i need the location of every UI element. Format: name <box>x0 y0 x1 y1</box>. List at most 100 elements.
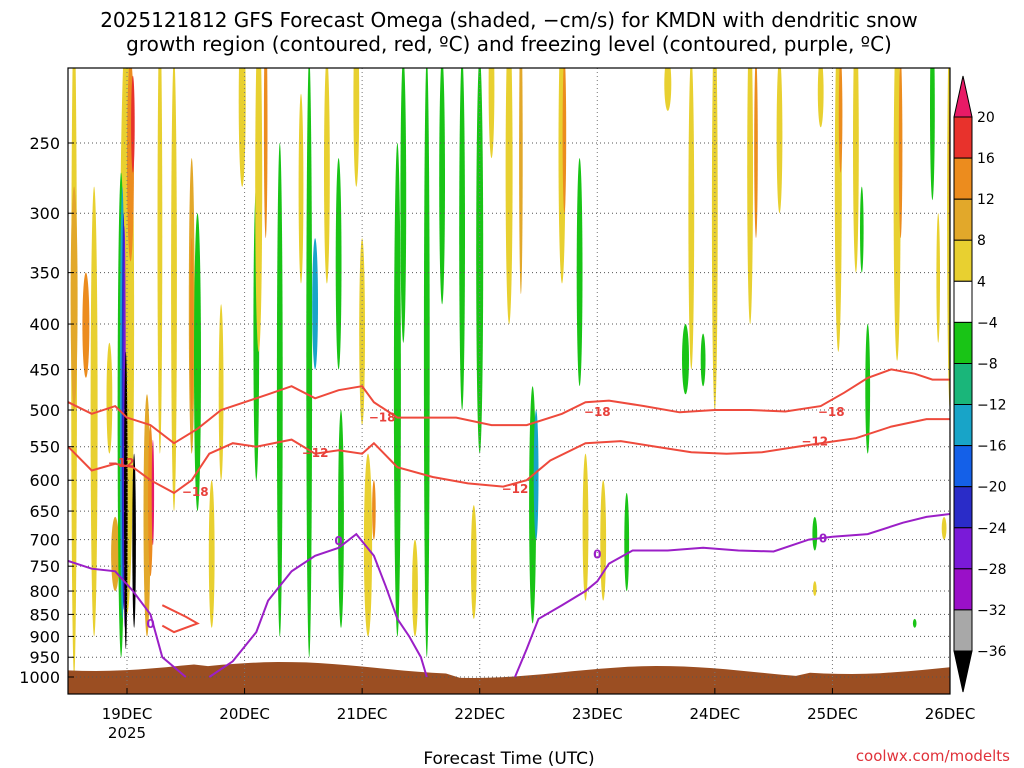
contour-minus18 <box>68 368 950 445</box>
omega-blob <box>936 213 940 343</box>
omega-blob <box>306 68 313 658</box>
omega-blob <box>353 68 360 187</box>
omega-blob <box>70 186 78 410</box>
plot-area: −18 −18 −18 −12 −12 −12 −12 −18 0 0 0 0 <box>68 68 950 694</box>
omega-blob <box>898 68 903 239</box>
colorbar-tick-label: 8 <box>977 233 986 249</box>
omega-blob <box>238 68 246 187</box>
colorbar-tick-label: −12 <box>977 398 1007 414</box>
omega-blob <box>189 238 194 410</box>
omega-blob <box>488 68 495 159</box>
omega-blob <box>312 238 318 370</box>
x-tick-label: 25DEC <box>807 705 858 723</box>
contour-label-purple: 0 <box>593 547 601 561</box>
omega-blob <box>338 410 344 628</box>
colorbar-band <box>953 486 973 529</box>
omega-blob <box>519 68 523 294</box>
colorbar-tick-label: 4 <box>977 274 986 290</box>
omega-blob <box>459 68 465 410</box>
omega-blob <box>533 410 539 540</box>
omega-blob <box>747 68 753 325</box>
chart-title-line2: growth region (contoured, red, ºC) and f… <box>126 32 892 56</box>
omega-blob <box>157 68 163 454</box>
omega-blob <box>930 68 935 201</box>
omega-blob <box>582 453 589 601</box>
contour-minus12-low <box>161 604 200 634</box>
terrain-fill <box>68 662 950 694</box>
chart-title-line1: 2025121812 GFS Forecast Omega (shaded, −… <box>100 8 918 32</box>
colorbar-band <box>953 568 973 611</box>
x-axis-label: Forecast Time (UTC) <box>423 749 594 768</box>
colorbar: 20 16 12 8 4 −4 −8 −12 −16 −20 −24 −28 −32 −36 <box>953 75 1007 693</box>
contour-label-red: −18 <box>182 485 209 499</box>
y-tick-label: 650 <box>29 502 60 521</box>
omega-blob <box>132 453 136 628</box>
colorbar-tick-label: 16 <box>977 151 995 167</box>
omega-blob <box>664 68 672 111</box>
x-tick-label: 21DEC <box>337 705 388 723</box>
omega-blob <box>834 68 842 352</box>
colorbar-tick-label: −32 <box>977 603 1007 619</box>
y-tick-label: 900 <box>29 627 60 646</box>
contour-label-red: −18 <box>584 405 611 419</box>
omega-blob <box>106 342 113 454</box>
contour-zero-right <box>514 513 950 678</box>
omega-blob <box>817 68 824 128</box>
x-tick-label: 23DEC <box>572 705 623 723</box>
omega-blob <box>754 68 758 239</box>
colorbar-tick-label: −28 <box>977 562 1007 578</box>
omega-blob <box>470 505 477 619</box>
x-tick-label: 19DEC <box>102 705 153 723</box>
y-tick-label: 550 <box>29 438 60 457</box>
omega-blob <box>400 68 407 343</box>
omega-blob <box>688 68 695 370</box>
omega-blob <box>335 158 342 370</box>
y-tick-label: 850 <box>29 605 60 624</box>
colorbar-band <box>953 445 973 488</box>
colorbar-band <box>953 280 973 323</box>
y-tick-label: 400 <box>29 315 60 334</box>
colorbar-band <box>953 157 973 200</box>
omega-blob <box>194 213 201 511</box>
omega-blob <box>412 539 418 637</box>
credit-text: coolwx.com/modelts <box>856 747 1010 765</box>
plot-frame <box>67 67 951 695</box>
contour-minus12 <box>68 418 950 495</box>
omega-blob <box>363 453 373 637</box>
omega-blob <box>372 480 376 540</box>
omega-blob <box>853 68 859 273</box>
omega-blob <box>82 272 90 378</box>
omega-blob <box>600 480 607 601</box>
omega-blob <box>562 68 567 214</box>
y-tick-label: 250 <box>29 134 60 153</box>
contour-zero-mid <box>208 532 428 678</box>
colorbar-tick-label: −4 <box>977 315 998 331</box>
omega-blob <box>324 68 330 284</box>
omega-blob <box>865 324 871 454</box>
contour-label-red: −12 <box>801 434 828 448</box>
omega-blob <box>90 186 98 637</box>
contour-label-purple: 0 <box>146 617 154 631</box>
y-tick-label: 350 <box>29 264 60 283</box>
omega-blob <box>624 492 630 592</box>
colorbar-band <box>953 239 973 282</box>
colorbar-band <box>953 527 973 570</box>
colorbar-tick-label: −8 <box>977 357 998 373</box>
omega-blob <box>812 516 818 551</box>
omega-blob <box>393 143 401 637</box>
pressure-axis: 250 300 350 400 450 500 550 600 650 700 750 800 850 9… <box>19 134 74 687</box>
contour-label-red: −18 <box>369 410 396 424</box>
colorbar-tick-label: −16 <box>977 439 1007 455</box>
contour-label-red: −12 <box>502 482 529 496</box>
omega-blob <box>776 68 783 214</box>
omega-blob <box>148 425 153 577</box>
y-tick-label: 950 <box>29 648 60 667</box>
omega-blob <box>423 68 430 658</box>
omega-blob <box>439 68 445 305</box>
y-tick-label: 500 <box>29 401 60 420</box>
omega-blob <box>860 186 864 273</box>
colorbar-tick-label: 20 <box>977 110 995 126</box>
y-tick-label: 450 <box>29 360 60 379</box>
colorbar-band <box>953 363 973 406</box>
